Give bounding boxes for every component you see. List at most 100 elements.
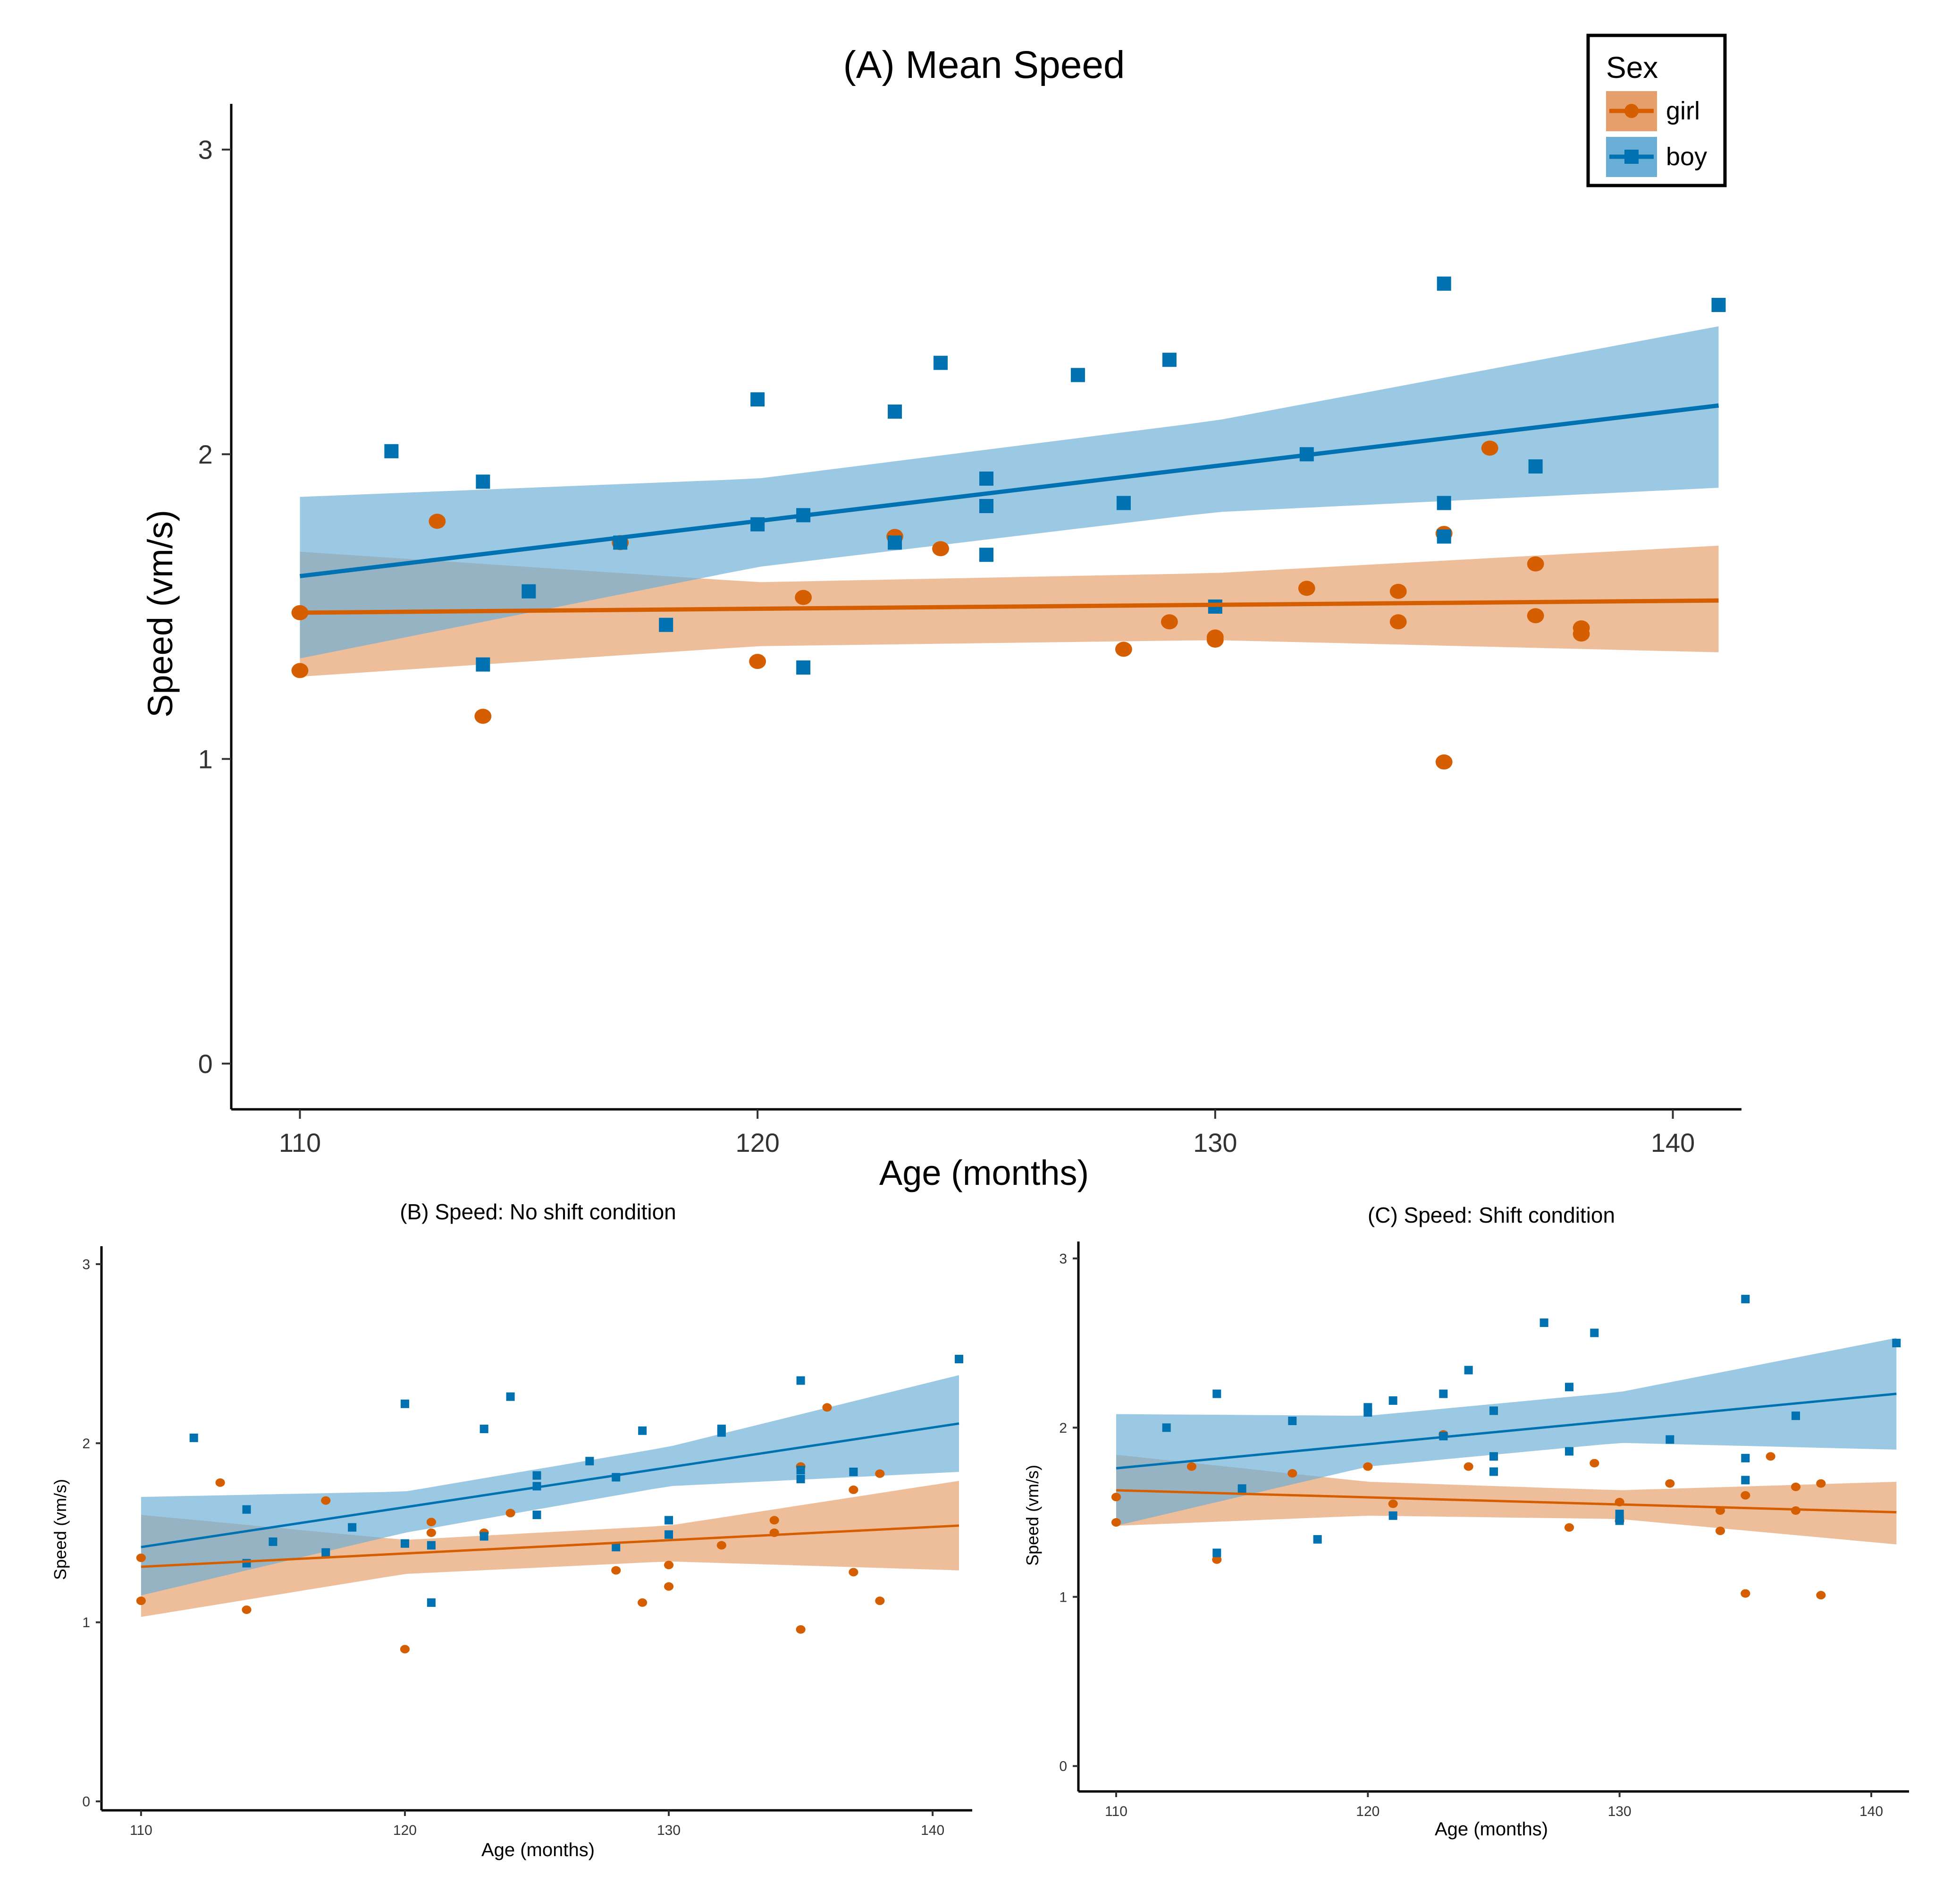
panel-c-girl-point bbox=[1665, 1479, 1675, 1488]
panel-c-boy-point bbox=[1388, 1511, 1397, 1520]
panel-b-boy-point bbox=[321, 1548, 330, 1557]
panel-b-boy-point bbox=[479, 1424, 488, 1433]
panel-c-boy-point bbox=[1892, 1339, 1901, 1348]
panel-b-boy-point bbox=[400, 1399, 409, 1408]
panel-c-x-tick-label: 130 bbox=[1608, 1804, 1632, 1819]
panel-c-girl-point bbox=[1791, 1482, 1801, 1491]
panel-b-y-tick-label: 1 bbox=[82, 1615, 90, 1630]
panel-b-girl-point bbox=[136, 1554, 146, 1563]
panel-c-boy-point bbox=[1615, 1510, 1624, 1519]
panel-a-girl-point bbox=[1206, 629, 1224, 645]
panel-c-girl-point bbox=[1212, 1555, 1222, 1564]
panel-a-mean-speed: (A) Mean Speed Speed (vm/s) Age (months)… bbox=[141, 43, 1741, 1192]
panel-b-boy-point bbox=[269, 1537, 278, 1546]
panel-c-boy-point bbox=[1212, 1389, 1221, 1398]
panel-a-girl-point bbox=[749, 654, 766, 669]
panel-a-boy-point bbox=[1116, 496, 1131, 510]
panel-a-boy-point bbox=[1162, 353, 1177, 367]
panel-b-no-shift: (B) Speed: No shift condition Speed (vm/… bbox=[50, 1199, 972, 1860]
panel-a-boy-point bbox=[979, 499, 993, 513]
panel-b-girl-point bbox=[426, 1528, 436, 1537]
panel-a-girl-point bbox=[1481, 440, 1498, 456]
panel-a-boy-point bbox=[1437, 276, 1451, 291]
panel-b-girl-point bbox=[321, 1496, 331, 1505]
panel-a-boy-point bbox=[1437, 496, 1451, 510]
panel-c-title: (C) Speed: Shift condition bbox=[1368, 1203, 1615, 1227]
panel-c-x-tick-label: 120 bbox=[1356, 1804, 1380, 1819]
panel-b-y-tick-label: 0 bbox=[82, 1794, 90, 1810]
panel-c-boy-point bbox=[1741, 1476, 1750, 1485]
panel-b-girl-point bbox=[638, 1598, 648, 1607]
panel-b-girl-point bbox=[611, 1566, 621, 1575]
panel-b-girl-point bbox=[505, 1509, 515, 1518]
panel-c-girl-point bbox=[1186, 1462, 1197, 1471]
panel-a-girl-point bbox=[932, 541, 949, 557]
panel-b-girl-point bbox=[796, 1625, 806, 1634]
panel-a-girl-point bbox=[1115, 642, 1132, 657]
panel-c-boy-point bbox=[1388, 1396, 1397, 1405]
panel-b-x-tick-label: 110 bbox=[130, 1823, 152, 1838]
panel-a-girl-point bbox=[291, 663, 309, 678]
panel-c-girl-point bbox=[1741, 1491, 1750, 1500]
panel-b-boy-point bbox=[665, 1530, 673, 1539]
panel-c-girl-point bbox=[1816, 1479, 1826, 1488]
panel-c-boy-point bbox=[1792, 1411, 1800, 1420]
panel-b-boy-point bbox=[796, 1475, 805, 1484]
panel-b-boy-point bbox=[849, 1468, 858, 1476]
panel-a-girl-fit-line bbox=[300, 598, 1719, 615]
panel-b-girl-point bbox=[664, 1582, 674, 1591]
panel-a-boy-point bbox=[522, 584, 536, 599]
panel-c-girl-point bbox=[1766, 1452, 1775, 1461]
panel-a-y-tick-label: 3 bbox=[198, 135, 213, 164]
panel-b-boy-point bbox=[189, 1433, 198, 1442]
panel-b-boy-point bbox=[955, 1355, 964, 1363]
panel-a-girl-point bbox=[1389, 614, 1407, 630]
panel-a-y-tick-label: 2 bbox=[198, 439, 213, 469]
panel-b-girl-point bbox=[875, 1596, 885, 1605]
panel-a-boy-point bbox=[750, 392, 765, 407]
panel-b-boy-point bbox=[242, 1505, 251, 1514]
legend-boy-label: boy bbox=[1666, 143, 1707, 171]
panel-c-girl-point bbox=[1741, 1589, 1750, 1598]
panel-c-boy-point bbox=[1565, 1447, 1573, 1456]
panel-c-x-tick-label: 140 bbox=[1859, 1804, 1883, 1819]
panel-c-girl-point bbox=[1464, 1462, 1473, 1471]
panel-c-girl-point bbox=[1111, 1493, 1121, 1502]
panel-b-boy-point bbox=[612, 1543, 621, 1552]
panel-a-girl-point bbox=[1527, 608, 1544, 624]
panel-b-boy-point bbox=[796, 1376, 805, 1385]
panel-c-xlabel: Age (months) bbox=[1435, 1819, 1548, 1840]
panel-b-boy-point bbox=[796, 1466, 805, 1475]
panel-a-girl-point bbox=[1389, 583, 1407, 599]
panel-b-boy-point bbox=[427, 1541, 436, 1550]
panel-a-boy-point bbox=[476, 657, 490, 672]
panel-b-boy-point bbox=[532, 1511, 541, 1520]
panel-c-y-tick-label: 0 bbox=[1059, 1759, 1067, 1774]
panel-c-shift: (C) Speed: Shift condition Speed (vm/s) … bbox=[1023, 1203, 1909, 1840]
panel-b-girl-point bbox=[136, 1596, 146, 1605]
panel-a-boy-point bbox=[888, 535, 902, 550]
panel-b-girl-point bbox=[716, 1541, 726, 1550]
panel-a-girl-point bbox=[1573, 626, 1590, 642]
panel-b-girl-point bbox=[769, 1516, 779, 1525]
panel-b-boy-point bbox=[348, 1523, 357, 1532]
panel-c-boy-point bbox=[1615, 1516, 1624, 1525]
panel-b-y-tick-label: 2 bbox=[82, 1436, 90, 1452]
panel-c-boy-point bbox=[1162, 1423, 1171, 1432]
panel-c-boy-point bbox=[1741, 1453, 1750, 1462]
legend-boy-marker bbox=[1624, 150, 1639, 164]
legend-girl-label: girl bbox=[1666, 97, 1700, 125]
panel-c-boy-point bbox=[1464, 1366, 1473, 1375]
panel-c-x-tick-label: 110 bbox=[1105, 1804, 1127, 1819]
panel-b-girl-point bbox=[822, 1403, 832, 1412]
panel-c-boy-point bbox=[1539, 1318, 1548, 1327]
panel-a-girl-point bbox=[1161, 614, 1178, 630]
panel-c-boy-point bbox=[1439, 1389, 1448, 1398]
panel-b-x-tick-label: 140 bbox=[921, 1823, 944, 1838]
panel-a-boy-point bbox=[979, 548, 993, 562]
panel-c-girl-point bbox=[1287, 1469, 1297, 1478]
panel-b-boy-point bbox=[506, 1392, 515, 1401]
panel-a-boy-point bbox=[384, 444, 399, 458]
panel-c-boy-point bbox=[1565, 1383, 1573, 1392]
panel-b-boy-point bbox=[532, 1471, 541, 1480]
